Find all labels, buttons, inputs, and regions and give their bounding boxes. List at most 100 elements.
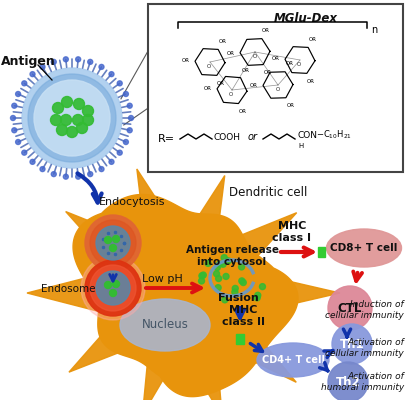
Polygon shape [190,355,222,400]
Circle shape [127,128,132,133]
Text: MGlu-Dex: MGlu-Dex [274,12,338,24]
Text: Activation of
cellular immunity: Activation of cellular immunity [325,338,404,358]
Circle shape [88,172,93,177]
Polygon shape [235,213,297,262]
Text: CON: CON [297,130,317,140]
Text: O: O [275,87,279,92]
Circle shape [200,272,206,278]
Circle shape [30,72,35,77]
Circle shape [82,114,93,126]
Circle shape [96,226,130,260]
Circle shape [62,96,73,108]
Text: O: O [253,54,257,59]
Circle shape [90,265,136,311]
Circle shape [127,103,132,108]
Text: COOH: COOH [214,132,241,142]
Circle shape [12,103,17,108]
Circle shape [73,98,84,110]
Circle shape [199,273,205,279]
Text: OR: OR [242,68,250,73]
Text: OR: OR [219,39,227,44]
Circle shape [30,159,35,164]
Text: Th1: Th1 [340,338,364,350]
Text: OR: OR [309,37,317,42]
Text: Th2: Th2 [336,376,360,388]
Text: OR: OR [307,79,315,84]
Text: OR: OR [250,83,258,88]
Circle shape [60,114,71,126]
Text: Low pH: Low pH [142,274,182,284]
Text: Dendritic cell: Dendritic cell [229,186,307,198]
Text: MHC
class II: MHC class II [222,305,264,327]
Text: OR: OR [285,61,293,66]
Bar [318,247,325,257]
Circle shape [220,261,226,267]
Circle shape [51,114,62,126]
Circle shape [40,166,45,172]
Circle shape [255,292,261,298]
Text: or: or [248,132,258,142]
Text: OR: OR [272,56,280,61]
Circle shape [239,278,245,284]
Circle shape [82,106,93,116]
Polygon shape [137,169,171,230]
Circle shape [16,140,20,144]
Circle shape [81,256,145,320]
Circle shape [56,124,67,136]
Circle shape [104,282,111,288]
Text: Antigen: Antigen [1,56,55,68]
Circle shape [22,81,27,86]
Text: OR: OR [262,28,270,33]
Text: CD8+ T cell: CD8+ T cell [330,243,398,253]
Circle shape [123,140,129,144]
Polygon shape [232,327,296,382]
Text: CD4+ T cell: CD4+ T cell [262,355,324,365]
Circle shape [28,74,116,162]
Circle shape [259,284,266,290]
Circle shape [109,290,117,296]
Text: OR: OR [217,81,225,86]
Circle shape [96,271,130,305]
Text: Activation of
humoral immunity: Activation of humoral immunity [321,372,404,392]
Circle shape [85,215,141,271]
Text: $\mathsf{-C_{10}H_{21}}$: $\mathsf{-C_{10}H_{21}}$ [316,129,352,141]
Circle shape [75,57,81,62]
Circle shape [123,92,129,96]
Circle shape [225,258,231,264]
Circle shape [22,68,122,168]
Circle shape [113,236,120,242]
Circle shape [63,174,68,179]
Circle shape [77,122,87,134]
Ellipse shape [326,229,401,267]
Circle shape [332,324,372,364]
Text: O: O [229,92,233,96]
Circle shape [16,92,20,96]
Circle shape [51,172,56,177]
Text: OR: OR [238,109,246,114]
Text: R=: R= [158,134,175,144]
Text: OR: OR [227,51,235,56]
Circle shape [214,264,220,270]
Ellipse shape [120,299,210,351]
Text: OR: OR [182,58,190,63]
Circle shape [113,280,120,288]
Text: O: O [207,64,211,69]
Text: Antigen release
into cytosol: Antigen release into cytosol [186,245,279,267]
FancyBboxPatch shape [148,4,403,172]
Polygon shape [262,275,340,311]
Text: Endocytosis: Endocytosis [99,197,165,207]
Text: Endosome: Endosome [41,284,95,294]
Text: Induction of
cellular immunity: Induction of cellular immunity [325,300,404,320]
Circle shape [34,80,110,156]
Polygon shape [73,194,298,397]
Circle shape [240,280,246,286]
Circle shape [63,57,68,62]
Circle shape [214,271,220,277]
Polygon shape [69,321,132,372]
Circle shape [99,166,104,172]
Circle shape [11,116,16,120]
Circle shape [254,295,260,301]
Circle shape [22,150,27,155]
Circle shape [222,297,228,303]
Circle shape [40,64,45,70]
